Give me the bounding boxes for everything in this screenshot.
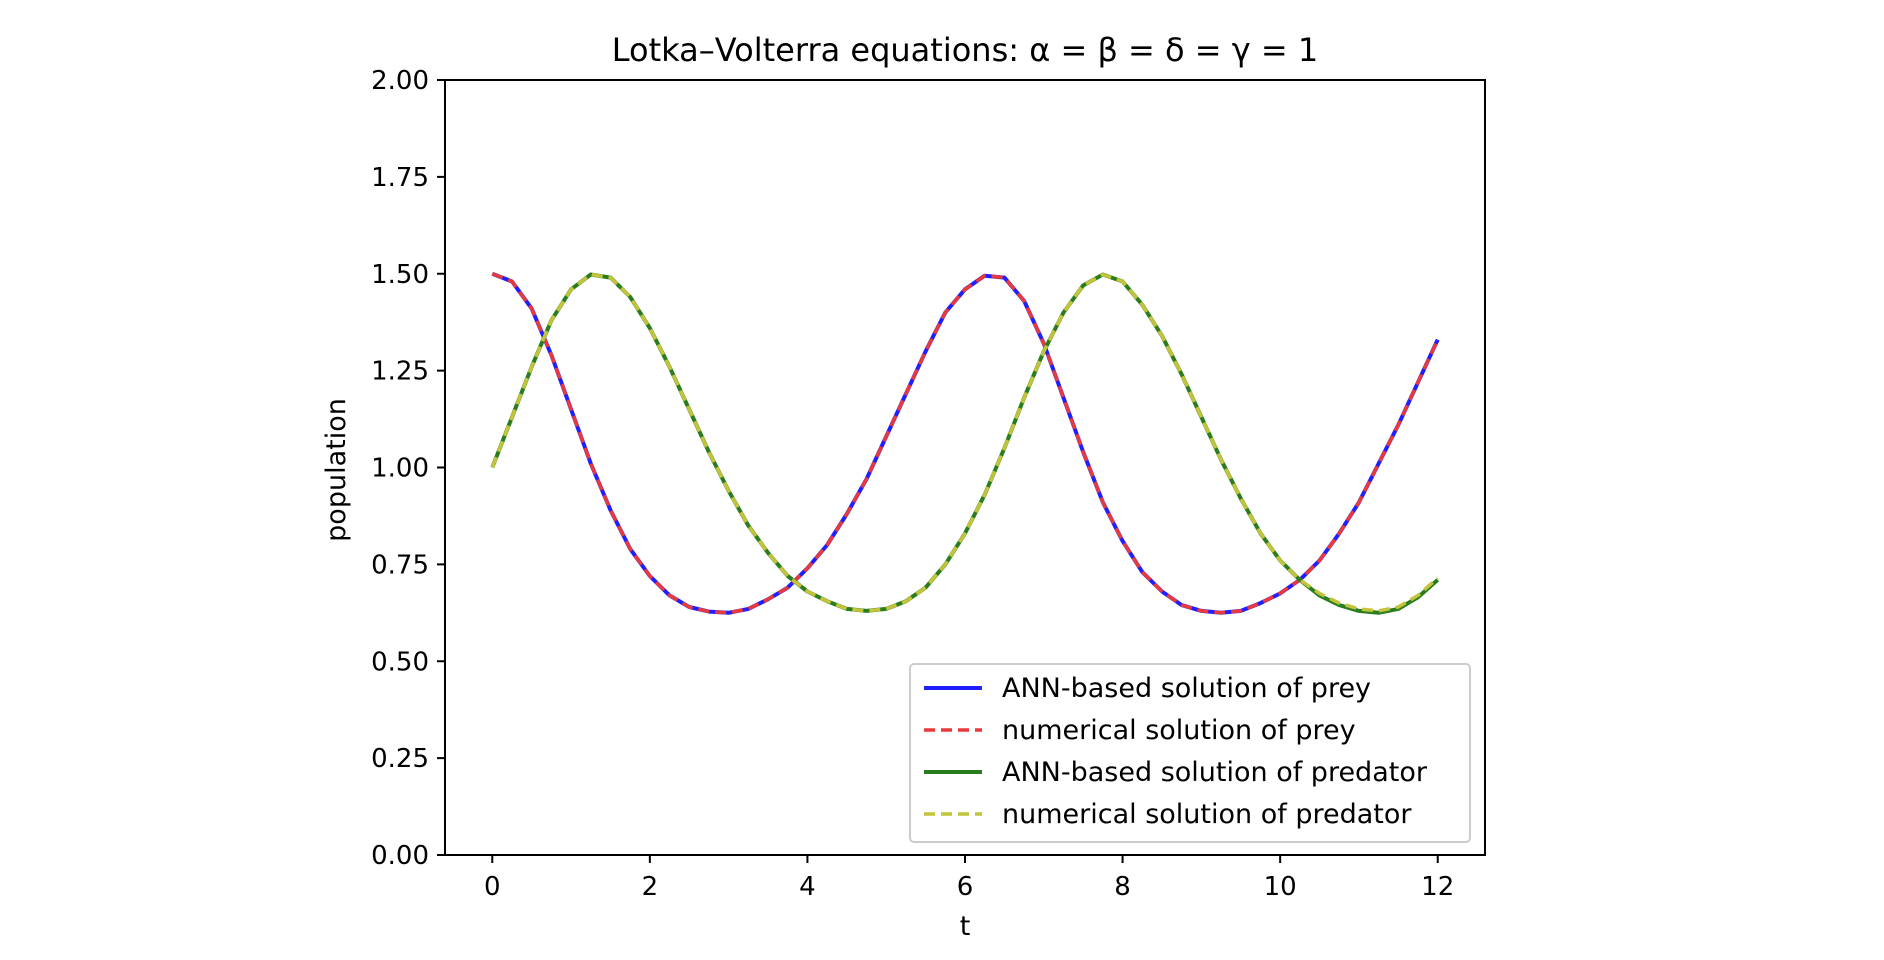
chart-title: Lotka–Volterra equations: α = β = δ = γ … bbox=[612, 31, 1318, 69]
x-axis-ticks: 0 2 4 6 8 10 12 bbox=[484, 855, 1454, 902]
y-tick-label: 0.00 bbox=[371, 841, 429, 871]
y-tick-label: 1.25 bbox=[371, 357, 429, 387]
y-tick-label: 1.50 bbox=[371, 260, 429, 290]
legend-label-1: numerical solution of prey bbox=[1002, 715, 1356, 746]
y-tick-label: 0.75 bbox=[371, 550, 429, 580]
x-tick-label: 2 bbox=[642, 872, 659, 902]
series-line-3 bbox=[490, 272, 1439, 613]
plot-area bbox=[444, 79, 1486, 856]
x-tick-label: 8 bbox=[1114, 872, 1131, 902]
legend-label-3: numerical solution of predator bbox=[1002, 799, 1412, 830]
x-axis-label: t bbox=[960, 911, 971, 942]
legend-label-0: ANN-based solution of prey bbox=[1002, 673, 1371, 704]
x-tick-label: 10 bbox=[1264, 872, 1297, 902]
y-tick-label: 0.25 bbox=[371, 744, 429, 774]
y-tick-label: 0.50 bbox=[371, 647, 429, 677]
series-line-1 bbox=[491, 272, 1440, 615]
legend-box bbox=[909, 663, 1471, 843]
y-tick-label: 1.75 bbox=[371, 163, 429, 193]
legend-label-2: ANN-based solution of predator bbox=[1002, 757, 1428, 788]
x-tick-label: 0 bbox=[484, 872, 501, 902]
x-tick-label: 6 bbox=[957, 872, 974, 902]
y-tick-label: 2.00 bbox=[371, 66, 429, 96]
x-tick-label: 12 bbox=[1421, 872, 1454, 902]
x-tick-label: 4 bbox=[799, 872, 816, 902]
legend: ANN-based solution of prey numerical solu… bbox=[909, 663, 1471, 843]
y-axis-label: population bbox=[321, 398, 352, 542]
y-tick-label: 1.00 bbox=[371, 454, 429, 484]
y-axis-ticks: 0.00 0.25 0.50 0.75 1.00 1.25 1.50 1.75 2.00 bbox=[371, 66, 445, 871]
